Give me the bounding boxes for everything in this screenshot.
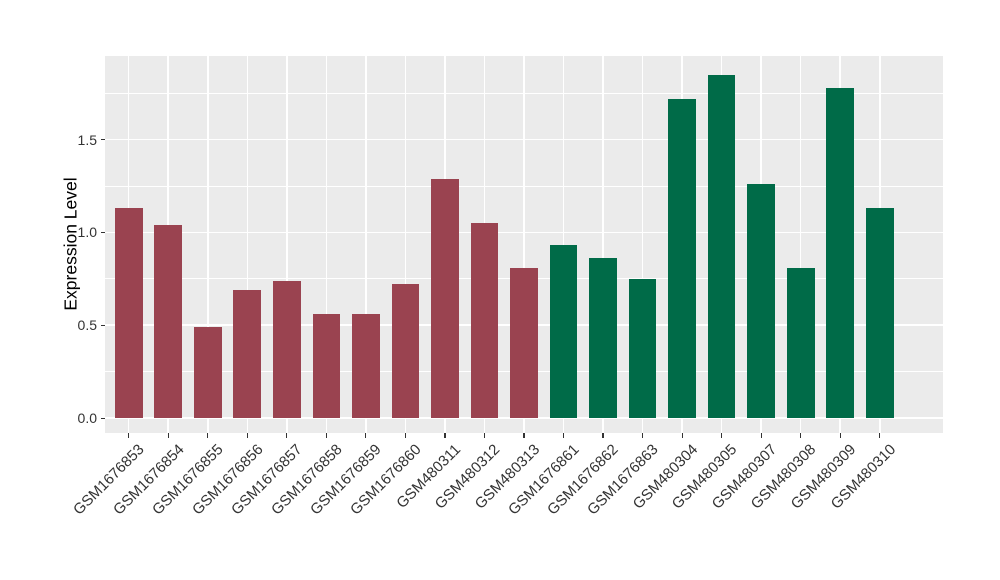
y-tick-label: 1.0: [77, 224, 97, 241]
vertical-gridline: [207, 56, 209, 433]
x-axis-tick: [246, 433, 248, 438]
vertical-gridline: [246, 56, 249, 433]
bar-GSM1676854: [154, 225, 183, 419]
bar-GSM1676862: [589, 258, 617, 419]
vertical-gridline: [602, 56, 604, 433]
bar-GSM480312: [470, 223, 499, 419]
vertical-gridline: [562, 56, 565, 433]
bar-GSM480307: [747, 184, 775, 419]
bar-GSM1676853: [114, 208, 143, 419]
bar-GSM480308: [786, 267, 815, 419]
y-tick-label: 1.5: [77, 131, 97, 148]
bar-GSM1676855: [193, 327, 222, 419]
y-axis-title: Expression Level: [60, 177, 81, 311]
y-tick-label: 0.5: [77, 317, 97, 334]
x-axis-tick: [444, 433, 446, 438]
bar-GSM1676863: [628, 278, 657, 419]
y-axis-tick: [100, 138, 105, 141]
x-axis-tick: [879, 433, 881, 438]
x-axis-tick: [641, 433, 644, 438]
y-tick-label: 0.0: [77, 410, 97, 427]
x-axis-tick: [523, 433, 525, 438]
bar-GSM1676860: [391, 284, 420, 419]
bar-GSM1676861: [549, 245, 578, 419]
x-axis-tick: [404, 433, 406, 438]
x-axis-tick: [167, 433, 169, 438]
vertical-gridline: [523, 56, 525, 433]
bar-GSM1676858: [312, 314, 341, 419]
bar-GSM1676857: [272, 280, 301, 419]
bar-GSM480305: [707, 74, 736, 419]
x-axis-tick: [562, 433, 565, 438]
vertical-gridline: [404, 56, 407, 433]
bar-GSM1676856: [233, 290, 262, 419]
vertical-gridline: [286, 56, 288, 433]
vertical-gridline: [365, 56, 367, 433]
x-axis-tick: [365, 433, 367, 438]
vertical-gridline: [799, 56, 802, 433]
y-axis-tick: [100, 324, 105, 326]
x-axis-tick: [839, 433, 841, 438]
x-axis-tick: [207, 433, 209, 438]
plot-panel: [105, 56, 943, 433]
x-axis-tick: [721, 433, 723, 438]
x-axis-tick: [602, 433, 604, 438]
x-axis-tick: [760, 433, 762, 438]
x-axis-tick: [483, 433, 486, 438]
vertical-gridline: [325, 56, 328, 433]
x-axis-tick: [325, 433, 327, 438]
x-axis-tick: [681, 433, 683, 438]
bar-GSM480310: [865, 208, 894, 419]
x-axis-tick: [128, 433, 130, 438]
x-axis-tick: [800, 433, 802, 438]
bar-GSM480304: [668, 98, 696, 419]
bar-GSM480311: [431, 178, 459, 419]
y-axis-tick: [100, 231, 105, 234]
bar-GSM480313: [510, 267, 538, 419]
bar-GSM1676859: [352, 314, 380, 419]
bar-GSM480309: [826, 87, 855, 419]
y-axis-tick: [100, 417, 105, 419]
x-axis-tick: [286, 433, 288, 438]
vertical-gridline: [641, 56, 644, 433]
